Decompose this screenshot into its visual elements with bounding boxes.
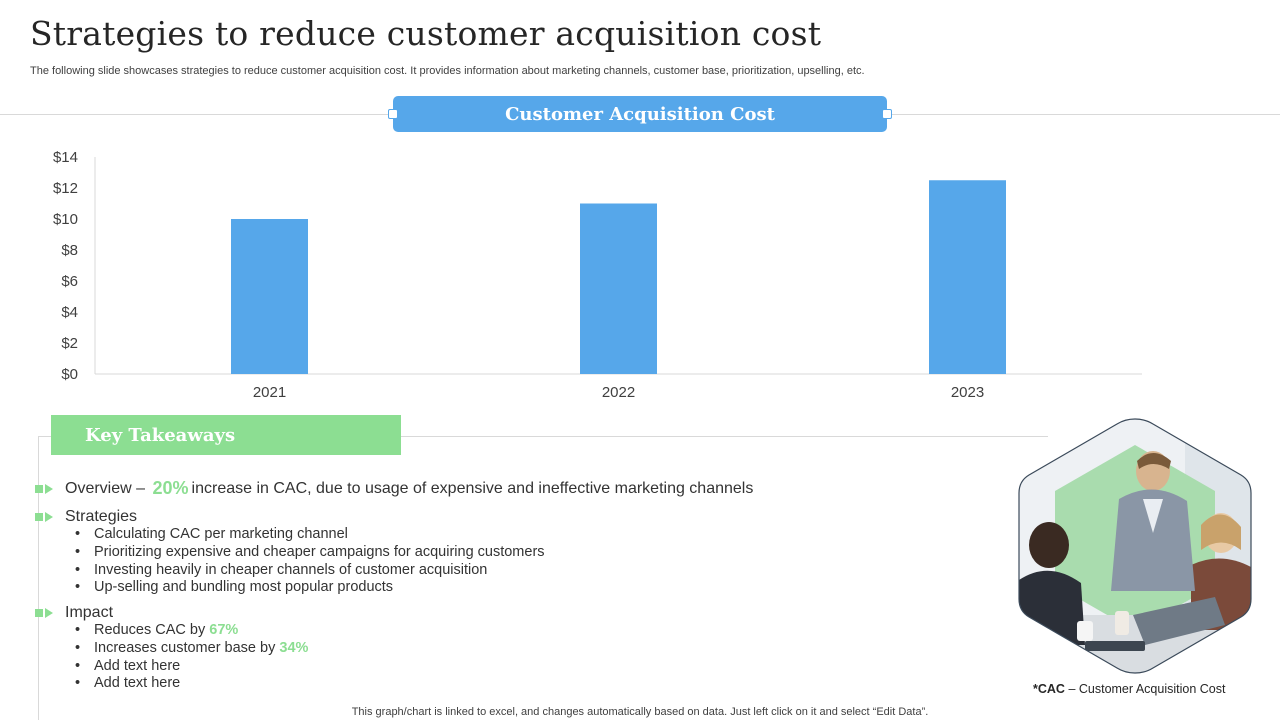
bar-2021[interactable] <box>231 219 308 374</box>
y-tick-label: $6 <box>61 273 78 290</box>
strategies-label: Strategies <box>65 508 138 525</box>
y-tick-label: $10 <box>53 211 78 228</box>
overview-label: Overview <box>65 479 132 497</box>
list-item: Investing heavily in cheaper channels of… <box>75 562 545 580</box>
x-tick-label: 2021 <box>253 384 286 401</box>
cac-bar-chart[interactable]: $0 $2 $4 $6 $8 $10 $12 $14 2021 2022 2023 <box>0 140 1160 410</box>
impact-item-text: Increases customer base by <box>94 639 276 656</box>
strategies-section: Strategies Calculating CAC per marketing… <box>35 508 545 597</box>
team-meeting-photo <box>1015 415 1255 677</box>
overview-dash: – <box>136 479 146 497</box>
arrow-bullet-icon <box>35 483 65 494</box>
x-tick-label: 2023 <box>951 384 984 401</box>
impact-highlight: 34% <box>279 639 309 656</box>
y-tick-label: $0 <box>61 366 78 383</box>
list-item: Add text here <box>75 658 308 676</box>
arrow-bullet-icon <box>35 512 65 522</box>
impact-item-text: Reduces CAC by <box>94 622 206 638</box>
takeaways-frame-left <box>38 436 39 720</box>
overview-highlight: 20% <box>152 478 189 498</box>
bar-2023[interactable] <box>929 180 1006 374</box>
list-item: Prioritizing expensive and cheaper campa… <box>75 544 545 562</box>
impact-list: Reduces CAC by 67% Increases customer ba… <box>35 622 308 693</box>
y-tick-label: $12 <box>53 180 78 197</box>
banner-handle-left <box>388 109 398 119</box>
y-tick-label: $8 <box>61 242 78 259</box>
list-item: Add text here <box>75 675 308 693</box>
takeaways-banner: Key Takeaways <box>51 415 401 455</box>
cac-footnote: *CAC – Customer Acquisition Cost <box>1033 682 1225 696</box>
page-subtitle: The following slide showcases strategies… <box>30 65 865 77</box>
footer-note: This graph/chart is linked to excel, and… <box>351 706 929 718</box>
overview-text: increase in CAC, due to usage of expensi… <box>191 479 754 497</box>
list-item: Reduces CAC by 67% <box>75 622 308 640</box>
impact-label: Impact <box>65 604 114 621</box>
chart-title-banner: Customer Acquisition Cost <box>388 96 892 132</box>
takeaways-frame-top <box>38 436 1048 437</box>
bar-2022[interactable] <box>580 203 657 375</box>
list-item: Calculating CAC per marketing channel <box>75 526 545 544</box>
page-title: Strategies to reduce customer acquisitio… <box>30 14 822 53</box>
list-item: Increases customer base by 34% <box>75 640 308 658</box>
impact-highlight: 67% <box>209 622 239 638</box>
takeaways-title: Key Takeaways <box>85 424 236 446</box>
strategies-list: Calculating CAC per marketing channel Pr… <box>35 526 545 597</box>
chart-title: Customer Acquisition Cost <box>505 103 775 125</box>
x-tick-label: 2022 <box>602 384 635 401</box>
list-item: Up-selling and bundling most popular pro… <box>75 579 545 597</box>
cac-abbr: *CAC <box>1033 682 1065 696</box>
y-tick-label: $4 <box>61 304 78 321</box>
y-tick-label: $2 <box>61 335 78 352</box>
overview-section: Overview – 20% increase in CAC, due to us… <box>35 478 753 499</box>
banner-handle-right <box>882 109 892 119</box>
cac-definition: – Customer Acquisition Cost <box>1068 682 1226 696</box>
y-tick-label: $14 <box>53 149 78 166</box>
impact-section: Impact Reduces CAC by 67% Increases cust… <box>35 604 308 693</box>
arrow-bullet-icon <box>35 608 65 618</box>
